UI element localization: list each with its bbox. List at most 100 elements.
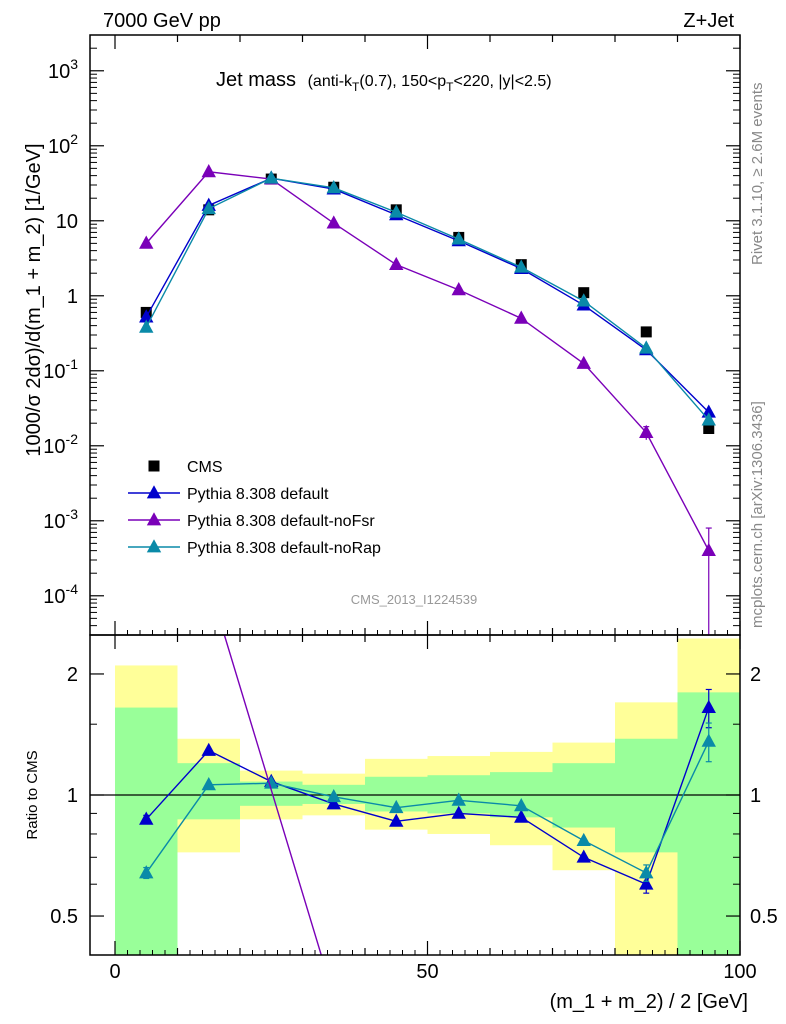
chart-title-main: Jet mass bbox=[216, 69, 296, 91]
chart-title-detail-post: <220, |y|<2.5) bbox=[453, 73, 551, 90]
ratio-point-default bbox=[576, 849, 591, 863]
ratio-point-noRap bbox=[701, 733, 716, 747]
ratio-bands bbox=[90, 638, 740, 955]
ratio-point-default bbox=[139, 811, 154, 825]
ratio-y-tick-label: 1 bbox=[750, 785, 761, 807]
ratio-y-tick-label: 1 bbox=[67, 785, 78, 807]
main-series-layer bbox=[139, 163, 716, 635]
y-tick-label: 10 bbox=[56, 211, 78, 233]
data-point-noRap bbox=[576, 293, 591, 307]
rivet-label: Rivet 3.1.10, ≥ 2.6M events bbox=[749, 83, 766, 266]
series-line-default bbox=[145, 177, 710, 413]
main-axes: 10-4 10-3 10-2 10-1 1 10 102 103 bbox=[43, 34, 741, 636]
chart-title-detail-mid: (0.7), 150<p bbox=[359, 73, 446, 90]
data-point-noFsr bbox=[701, 542, 716, 557]
data-point-noRap bbox=[451, 231, 466, 245]
chart-title-detail-pre: (anti-k bbox=[308, 73, 353, 90]
data-point-cms bbox=[703, 423, 715, 435]
ratio-line-noFsr bbox=[223, 635, 322, 955]
legend-label-default: Pythia 8.308 default bbox=[187, 486, 329, 503]
chart-title: Jet mass (anti-kT(0.7), 150<pT<220, |y|<… bbox=[216, 69, 552, 94]
ratio-ylabel: Ratio to CMS bbox=[24, 750, 41, 839]
x-tick-label: 0 bbox=[109, 961, 120, 983]
x-tick-label: 50 bbox=[416, 961, 438, 983]
data-point-noFsr bbox=[576, 355, 591, 369]
legend-label-cms: CMS bbox=[187, 459, 223, 476]
x-tick-label: 100 bbox=[723, 961, 756, 983]
legend-label-noRap: Pythia 8.308 default-noRap bbox=[187, 540, 381, 557]
ratio-y-tick-label: 2 bbox=[750, 664, 761, 686]
ratio-y-tick-label: 0.5 bbox=[50, 906, 78, 928]
ratio-point-noRap bbox=[326, 788, 341, 803]
data-point-noFsr bbox=[514, 310, 529, 324]
analysis-id: CMS_2013_I1224539 bbox=[351, 592, 478, 607]
main-ylabel: 1000/σ 2dσ)/d(m_1 + m_2) [1/GeV] bbox=[23, 143, 45, 456]
data-point-noFsr bbox=[326, 215, 341, 229]
ratio-point-noRap bbox=[639, 865, 654, 879]
data-point-noFsr bbox=[639, 424, 654, 438]
process-label: Z+Jet bbox=[683, 10, 734, 32]
ratio-y-tick-label: 2 bbox=[67, 664, 78, 686]
ratio-line-default bbox=[145, 707, 710, 886]
beam-label: 7000 GeV pp bbox=[103, 10, 221, 32]
ratio-point-default bbox=[326, 796, 341, 810]
ratio-y-tick-label: 0.5 bbox=[750, 906, 778, 928]
uncertainty-band-green bbox=[115, 707, 178, 955]
y-tick-label: 10-2 bbox=[43, 431, 78, 458]
legend-marker-noFsr bbox=[146, 512, 162, 526]
data-point-noRap bbox=[514, 259, 529, 273]
data-point-noRap bbox=[264, 170, 279, 184]
mcplots-label: mcplots.cern.ch [arXiv:1306.3436] bbox=[749, 401, 766, 628]
series-line-noFsr bbox=[145, 171, 710, 551]
ratio-point-default bbox=[451, 805, 466, 819]
ratio-point-noRap bbox=[139, 865, 154, 879]
y-tick-label: 10-3 bbox=[43, 506, 78, 533]
main-series-clipped bbox=[139, 163, 716, 635]
data-point-noFsr bbox=[139, 235, 154, 249]
ratio-point-noRap bbox=[451, 792, 466, 806]
data-point-noFsr bbox=[389, 256, 404, 271]
chart-title-sub1: T bbox=[352, 80, 360, 94]
ratio-series-layer bbox=[139, 635, 716, 955]
chart-title-sub2: T bbox=[446, 80, 454, 94]
legend: CMS Pythia 8.308 default Pythia 8.308 defa… bbox=[128, 459, 381, 557]
legend-marker-cms bbox=[148, 460, 160, 472]
ratio-point-default bbox=[701, 699, 716, 713]
ratio-point-noRap bbox=[389, 799, 404, 814]
y-tick-label: 10-4 bbox=[43, 581, 78, 608]
y-tick-label: 10-1 bbox=[43, 356, 78, 383]
y-tick-label: 102 bbox=[48, 131, 78, 158]
ratio-line-noRap bbox=[145, 741, 710, 874]
ratio-point-noRap bbox=[576, 832, 591, 847]
legend-label-noFsr: Pythia 8.308 default-noFsr bbox=[187, 513, 375, 530]
series-line-noRap bbox=[145, 177, 710, 421]
ratio-point-default bbox=[201, 742, 216, 756]
main-panel: 10-4 10-3 10-2 10-1 1 10 102 103 Jet mass (anti… bbox=[23, 34, 741, 636]
data-point-noFsr bbox=[451, 282, 466, 296]
data-point-noRap bbox=[139, 319, 154, 333]
uncertainty-band-green bbox=[177, 763, 240, 820]
ratio-series-clipped bbox=[139, 635, 716, 955]
y-tick-label: 103 bbox=[48, 56, 78, 83]
data-point-noRap bbox=[201, 200, 216, 215]
data-point-cms bbox=[640, 326, 652, 338]
x-axis-label: (m_1 + m_2) / 2 [GeV] bbox=[550, 991, 748, 1013]
data-point-cms bbox=[578, 287, 590, 299]
data-point-noRap bbox=[326, 180, 341, 194]
data-point-noRap bbox=[701, 412, 716, 426]
y-tick-label: 1 bbox=[67, 286, 78, 308]
ratio-point-default bbox=[514, 809, 529, 823]
legend-marker-noRap bbox=[146, 539, 162, 553]
ratio-point-noRap bbox=[201, 777, 216, 791]
data-point-noRap bbox=[389, 204, 404, 218]
data-point-noRap bbox=[639, 340, 654, 354]
ratio-point-default bbox=[639, 876, 654, 890]
ratio-point-noRap bbox=[264, 775, 279, 789]
data-point-default bbox=[701, 404, 716, 418]
ratio-panel: 0 50 100 0.5 0.5 1 1 2 2 Ratio to CMS (m_1 + m_2… bbox=[24, 634, 778, 1013]
ratio-axes: 0 50 100 0.5 0.5 1 1 2 2 bbox=[50, 634, 778, 983]
ratio-point-default bbox=[389, 813, 404, 827]
ratio-point-noRap bbox=[514, 798, 529, 812]
data-point-noFsr bbox=[201, 163, 216, 178]
